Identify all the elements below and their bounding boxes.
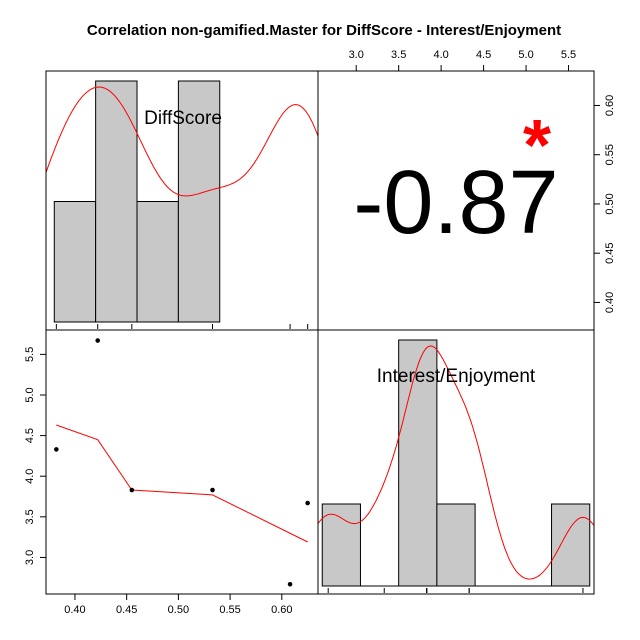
right-axis-tick-label: 0.55 [604, 144, 616, 165]
right-axis-tick-label: 0.50 [604, 193, 616, 214]
diffscore-hist-bar [53, 201, 97, 323]
diffscore-hist-bar [136, 201, 179, 323]
left-axis-tick-label: 5.0 [24, 387, 36, 402]
interest-hist-bar [436, 503, 476, 587]
interest-hist-variable-label: Interest/Enjoyment [377, 366, 536, 387]
scatter-point [305, 500, 310, 506]
left-axis-tick-label: 5.5 [24, 347, 36, 362]
top-axis-tick-label: 3.0 [349, 49, 364, 61]
left-axis-tick-label: 4.5 [24, 428, 36, 443]
bottom-axis-tick-label: 0.50 [168, 604, 189, 616]
diffscore-hist-density-line [45, 86, 319, 197]
frame-bottom-left [45, 329, 319, 595]
diffscore-hist-variable-label: DiffScore [144, 108, 222, 129]
interest-histogram-panel: Interest/Enjoyment [317, 339, 595, 593]
bottom-axis-tick-label: 0.60 [271, 604, 292, 616]
diffscore-histogram-panel: DiffScore [45, 80, 319, 329]
scatter-panel [54, 338, 310, 587]
top-axis-tick-label: 5.5 [561, 49, 576, 61]
diffscore-hist-bar [177, 80, 221, 323]
interest-hist-bar [321, 503, 361, 587]
bottom-axis-tick-label: 0.55 [219, 604, 240, 616]
bottom-axis-tick-label: 0.40 [64, 604, 85, 616]
significance-star: * [523, 106, 551, 186]
scatter-point [54, 447, 59, 452]
left-axis-tick-label: 3.0 [24, 550, 36, 565]
left-axis-tick-label: 3.5 [24, 509, 36, 524]
interest-hist-density-line [317, 345, 595, 580]
scatter-point [95, 338, 101, 343]
bottom-axis-tick-label: 0.45 [116, 604, 137, 616]
scatter-point [210, 487, 215, 493]
right-axis-tick-label: 0.40 [604, 292, 616, 313]
loess-smoother-line [56, 424, 308, 543]
left-axis-tick-label: 4.0 [24, 469, 36, 484]
correlation-panel: -0.87 * [353, 106, 558, 253]
scatter-point [129, 487, 135, 493]
chart-title: Correlation non-gamified.Master for Diff… [87, 22, 561, 39]
top-axis-tick-label: 3.5 [391, 49, 406, 61]
bottom-axis: 0.40 0.45 0.50 0.55 0.60 [64, 593, 293, 616]
top-axis-tick-label: 5.0 [518, 49, 533, 61]
scatter-point [287, 581, 293, 587]
right-axis: 0.40 0.45 0.50 0.55 0.60 [593, 95, 616, 313]
top-axis-tick-label: 4.0 [433, 49, 448, 61]
right-axis-tick-label: 0.45 [604, 242, 616, 263]
frame-bottom-right [317, 329, 595, 595]
correlation-value: -0.87 [353, 153, 558, 253]
interest-hist-bar [398, 339, 438, 587]
top-axis: 3.0 3.5 4.0 4.5 5.0 5.5 [349, 49, 576, 72]
top-axis-tick-label: 4.5 [476, 49, 491, 61]
diffscore-hist-bar [95, 80, 138, 323]
left-axis: 3.0 3.5 4.0 4.5 5.0 5.5 [24, 347, 47, 565]
right-axis-tick-label: 0.60 [604, 95, 616, 116]
interest-hist-bar [551, 503, 591, 587]
